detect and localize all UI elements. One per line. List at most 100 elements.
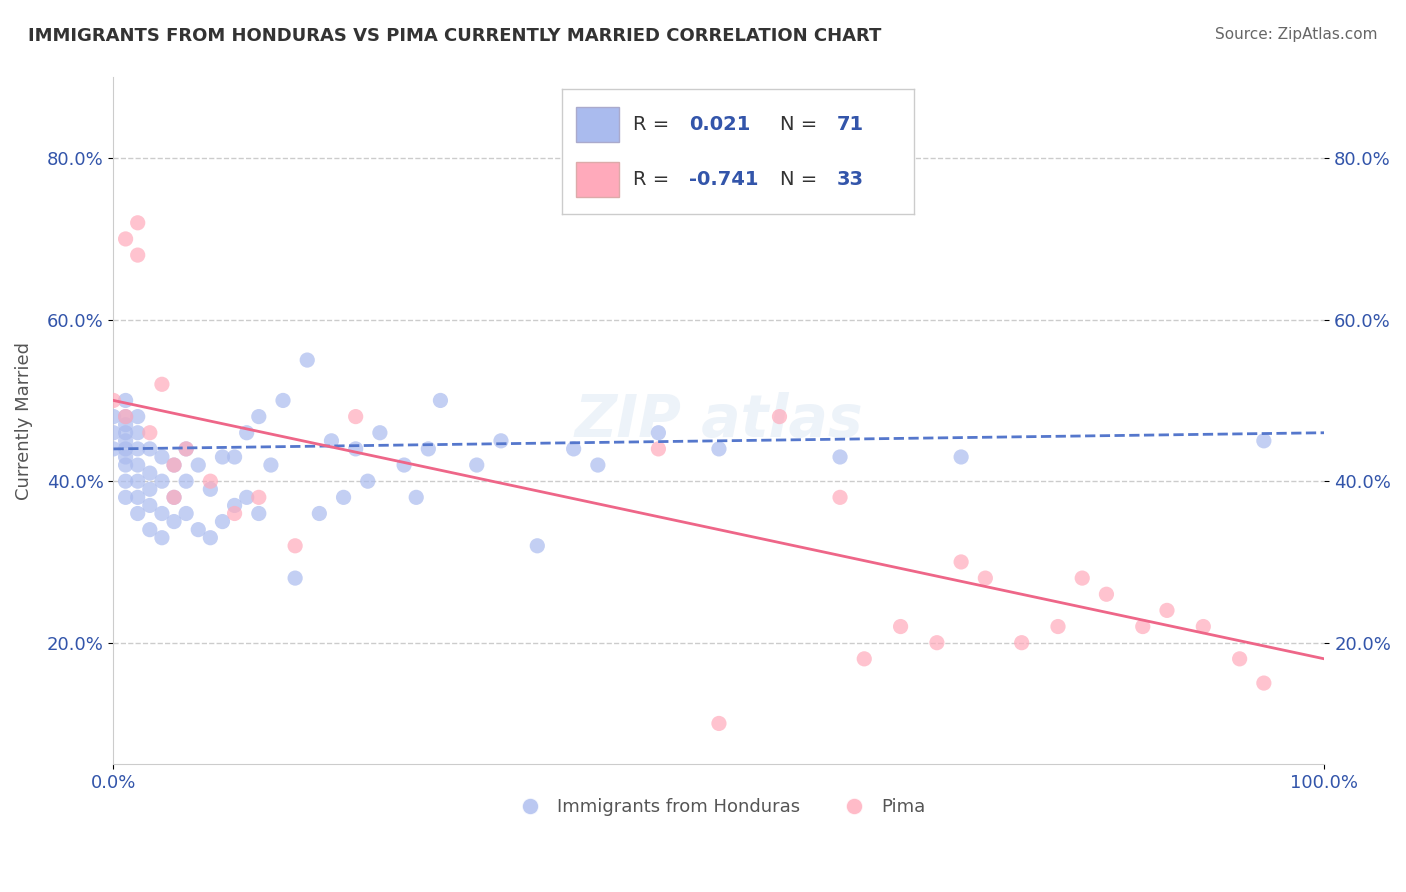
Point — [150, 531, 173, 545]
Point — [368, 425, 391, 440]
Point — [1253, 676, 1275, 690]
Point — [127, 507, 149, 521]
Point — [828, 450, 851, 464]
Point — [163, 491, 186, 505]
Legend: Immigrants from Honduras, Pima: Immigrants from Honduras, Pima — [505, 791, 934, 823]
Point — [127, 442, 149, 456]
Point — [163, 458, 186, 472]
Point — [114, 434, 136, 448]
Point — [224, 499, 246, 513]
Point — [139, 523, 162, 537]
Point — [647, 425, 669, 440]
Point — [211, 450, 233, 464]
Point — [139, 466, 162, 480]
Point — [284, 571, 307, 585]
Point — [950, 450, 973, 464]
Text: -0.741: -0.741 — [689, 169, 758, 188]
Point — [103, 425, 125, 440]
Point — [103, 409, 125, 424]
Point — [163, 515, 186, 529]
Point — [828, 491, 851, 505]
Point — [163, 458, 186, 472]
Point — [163, 491, 186, 505]
Point — [974, 571, 997, 585]
Point — [707, 716, 730, 731]
Point — [114, 232, 136, 246]
Point — [103, 393, 125, 408]
Point — [271, 393, 294, 408]
Point — [853, 652, 876, 666]
Point — [139, 499, 162, 513]
Point — [526, 539, 548, 553]
Point — [174, 442, 197, 456]
Point — [150, 450, 173, 464]
Point — [150, 474, 173, 488]
Point — [1071, 571, 1094, 585]
Point — [357, 474, 380, 488]
Point — [1156, 603, 1178, 617]
Point — [1253, 434, 1275, 448]
Y-axis label: Currently Married: Currently Married — [15, 342, 32, 500]
Point — [224, 507, 246, 521]
Point — [284, 539, 307, 553]
Point — [127, 425, 149, 440]
Point — [925, 636, 948, 650]
Point — [1192, 619, 1215, 633]
Point — [344, 409, 367, 424]
Point — [1229, 652, 1251, 666]
Point — [890, 619, 912, 633]
Point — [586, 458, 609, 472]
Point — [187, 458, 209, 472]
Point — [429, 393, 451, 408]
Point — [344, 442, 367, 456]
Point — [114, 491, 136, 505]
Point — [114, 474, 136, 488]
Point — [247, 491, 270, 505]
Point — [297, 353, 319, 368]
Text: Source: ZipAtlas.com: Source: ZipAtlas.com — [1215, 27, 1378, 42]
Point — [174, 474, 197, 488]
Point — [647, 442, 669, 456]
Point — [127, 216, 149, 230]
Point — [127, 458, 149, 472]
Point — [200, 531, 222, 545]
Point — [103, 442, 125, 456]
Text: N =: N = — [780, 169, 824, 188]
Text: 71: 71 — [837, 115, 863, 134]
Point — [1095, 587, 1118, 601]
Text: 33: 33 — [837, 169, 863, 188]
Point — [562, 442, 585, 456]
Text: R =: R = — [633, 115, 675, 134]
Point — [127, 491, 149, 505]
Text: N =: N = — [780, 115, 824, 134]
Point — [247, 409, 270, 424]
Point — [1046, 619, 1069, 633]
Text: ZIP atlas: ZIP atlas — [575, 392, 863, 450]
Point — [114, 417, 136, 432]
Point — [247, 507, 270, 521]
Point — [224, 450, 246, 464]
Text: R =: R = — [633, 169, 675, 188]
Point — [465, 458, 488, 472]
Point — [150, 377, 173, 392]
Point — [114, 442, 136, 456]
Point — [150, 507, 173, 521]
Text: IMMIGRANTS FROM HONDURAS VS PIMA CURRENTLY MARRIED CORRELATION CHART: IMMIGRANTS FROM HONDURAS VS PIMA CURRENT… — [28, 27, 882, 45]
Point — [235, 491, 257, 505]
Point — [127, 474, 149, 488]
Point — [489, 434, 512, 448]
Text: 0.021: 0.021 — [689, 115, 751, 134]
Point — [139, 425, 162, 440]
Point — [114, 409, 136, 424]
Point — [211, 515, 233, 529]
Point — [950, 555, 973, 569]
Point — [1132, 619, 1154, 633]
FancyBboxPatch shape — [576, 107, 619, 142]
Point — [707, 442, 730, 456]
Point — [174, 507, 197, 521]
Point — [187, 523, 209, 537]
Point — [139, 483, 162, 497]
Point — [392, 458, 415, 472]
Point — [174, 442, 197, 456]
Point — [321, 434, 343, 448]
